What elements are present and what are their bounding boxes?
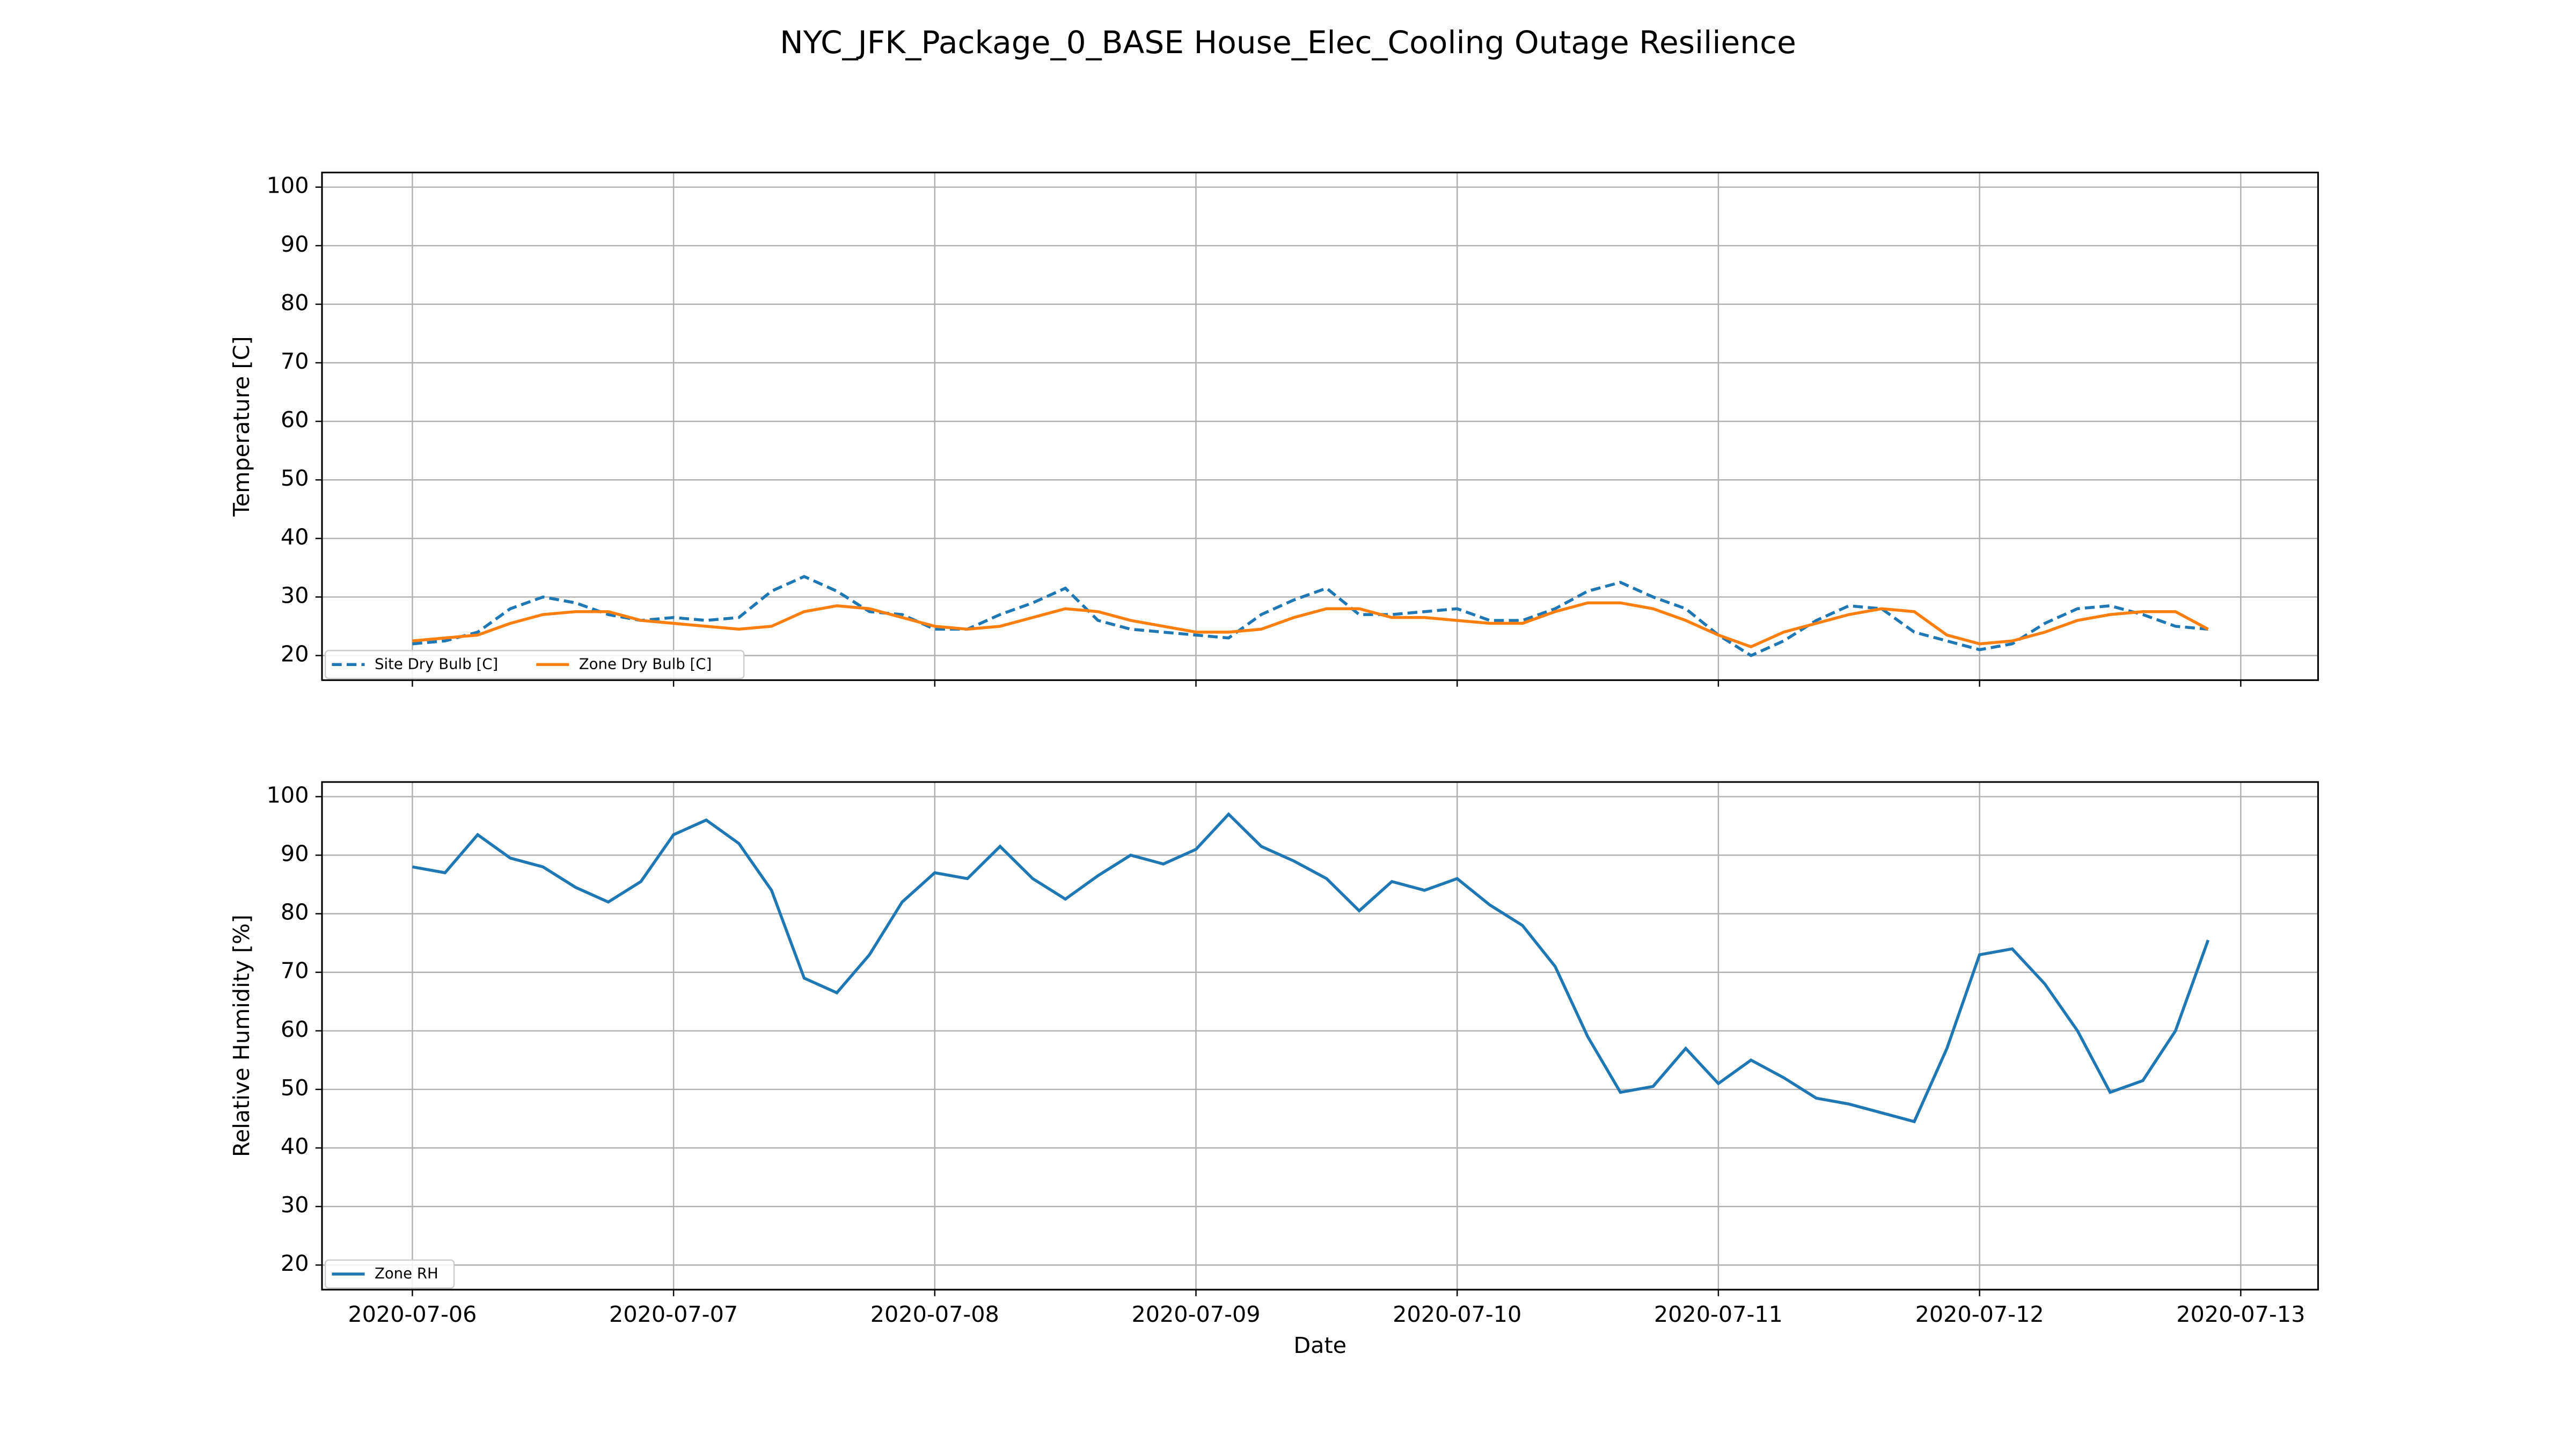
x-tick-label: 2020-07-08 [870, 1301, 999, 1327]
y-tick-label: 20 [281, 1250, 309, 1276]
x-tick-label: 2020-07-10 [1393, 1301, 1521, 1327]
y-tick-label: 20 [281, 641, 309, 667]
y-tick-label: 50 [281, 1075, 309, 1101]
y-tick-label: 50 [281, 465, 309, 491]
axes-frame [321, 781, 2319, 1291]
legend: Zone RH [324, 1259, 455, 1289]
y-tick-label: 40 [281, 1133, 309, 1159]
series-line [412, 812, 2210, 1124]
x-axis-label: Date [1293, 1333, 1346, 1358]
y-tick-label: 60 [281, 1016, 309, 1042]
y-tick-label: 60 [281, 407, 309, 433]
y-tick-label: 90 [281, 841, 309, 867]
y-tick-label: 100 [267, 173, 309, 199]
legend-label: Zone RH [375, 1265, 438, 1282]
y-axis-label: Relative Humidity [%] [229, 914, 254, 1157]
legend-label: Site Dry Bulb [C] [375, 655, 498, 672]
series-line [412, 601, 2209, 649]
legend-label: Zone Dry Bulb [C] [579, 655, 712, 672]
y-tick-label: 70 [281, 958, 309, 984]
y-tick-label: 40 [281, 524, 309, 550]
y-tick-label: 80 [281, 899, 309, 925]
x-tick-label: 2020-07-11 [1654, 1301, 1783, 1327]
x-tick-label: 2020-07-07 [609, 1301, 738, 1327]
x-tick-label: 2020-07-13 [2176, 1301, 2305, 1327]
legend: Site Dry Bulb [C] Zone Dry Bulb [C] [324, 650, 745, 679]
legend-box [324, 650, 745, 679]
x-tick-label: 2020-07-12 [1915, 1301, 2044, 1327]
y-tick-label: 90 [281, 231, 309, 257]
y-tick-label: 70 [281, 348, 309, 374]
y-axis-label: Temperature [C] [229, 336, 254, 517]
y-tick-label: 30 [281, 582, 309, 608]
figure-title: NYC_JFK_Package_0_BASE House_Elec_Coolin… [780, 24, 1796, 61]
axes-frame [321, 171, 2319, 681]
x-tick-label: 2020-07-06 [348, 1301, 477, 1327]
y-tick-label: 30 [281, 1192, 309, 1218]
y-tick-label: 80 [281, 290, 309, 316]
y-tick-label: 100 [267, 782, 309, 808]
x-tick-label: 2020-07-09 [1131, 1301, 1260, 1327]
legend-box [324, 1259, 455, 1289]
series-line [412, 575, 2208, 657]
